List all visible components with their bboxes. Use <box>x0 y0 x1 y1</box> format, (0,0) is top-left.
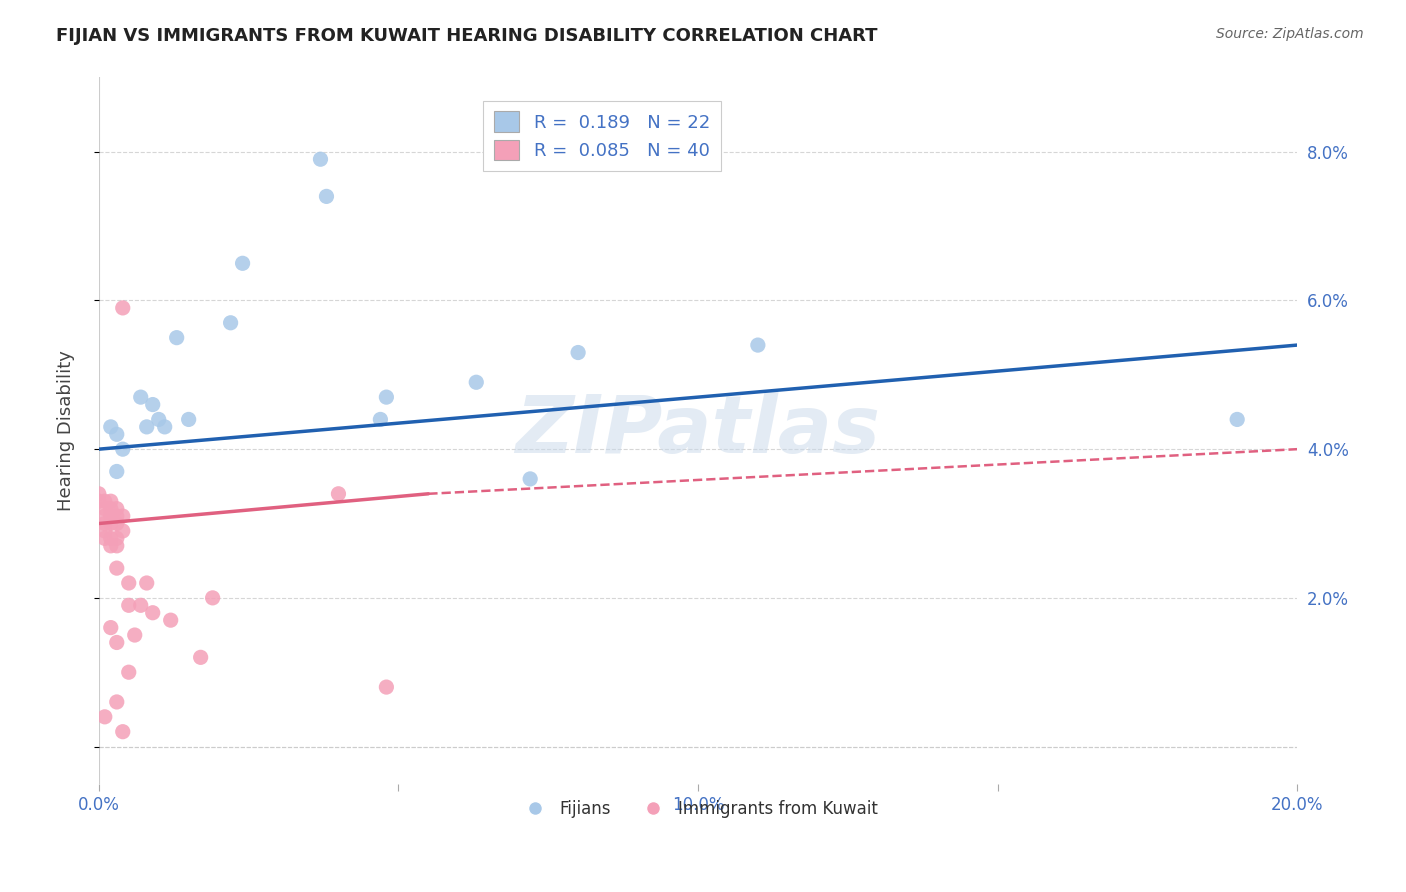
Point <box>315 189 337 203</box>
Point <box>105 695 128 709</box>
Point <box>309 152 332 166</box>
Point <box>94 494 117 508</box>
Point <box>567 345 589 359</box>
Point <box>94 509 117 524</box>
Point <box>465 376 488 390</box>
Point <box>219 316 242 330</box>
Point <box>100 621 122 635</box>
Point <box>135 576 157 591</box>
Point <box>142 606 165 620</box>
Point <box>105 532 128 546</box>
Point <box>94 710 117 724</box>
Point <box>232 256 254 270</box>
Point <box>100 501 122 516</box>
Point <box>100 509 122 524</box>
Point <box>135 420 157 434</box>
Text: ZIPatlas: ZIPatlas <box>516 392 880 469</box>
Point <box>87 487 110 501</box>
Point <box>166 331 188 345</box>
Point <box>105 509 128 524</box>
Point <box>105 635 128 649</box>
Point <box>100 516 122 531</box>
Point <box>370 412 392 426</box>
Point <box>375 390 398 404</box>
Point <box>118 599 141 613</box>
Point <box>94 532 117 546</box>
Text: Source: ZipAtlas.com: Source: ZipAtlas.com <box>1216 27 1364 41</box>
Point <box>105 516 128 531</box>
Point <box>148 412 170 426</box>
Point <box>153 420 176 434</box>
Point <box>94 516 117 531</box>
Point <box>519 472 541 486</box>
Point <box>105 501 128 516</box>
Point <box>111 442 134 457</box>
Point <box>111 524 134 538</box>
Point <box>118 665 141 680</box>
Point <box>1226 412 1249 426</box>
Point <box>105 539 128 553</box>
Point <box>190 650 212 665</box>
Point <box>100 494 122 508</box>
Point <box>129 599 152 613</box>
Point <box>159 613 181 627</box>
Point <box>100 539 122 553</box>
Point <box>111 301 134 315</box>
Point <box>124 628 146 642</box>
Point <box>87 494 110 508</box>
Point <box>118 576 141 591</box>
Point <box>142 398 165 412</box>
Point <box>94 501 117 516</box>
Point <box>111 509 134 524</box>
Point <box>328 487 350 501</box>
Point <box>201 591 224 605</box>
Point <box>177 412 200 426</box>
Point <box>129 390 152 404</box>
Point <box>100 532 122 546</box>
Point <box>105 465 128 479</box>
Point <box>94 524 117 538</box>
Point <box>375 680 398 694</box>
Legend: Fijians, Immigrants from Kuwait: Fijians, Immigrants from Kuwait <box>512 794 884 825</box>
Point <box>100 420 122 434</box>
Y-axis label: Hearing Disability: Hearing Disability <box>58 351 75 511</box>
Point <box>105 561 128 575</box>
Text: FIJIAN VS IMMIGRANTS FROM KUWAIT HEARING DISABILITY CORRELATION CHART: FIJIAN VS IMMIGRANTS FROM KUWAIT HEARING… <box>56 27 877 45</box>
Point <box>747 338 769 352</box>
Point <box>111 724 134 739</box>
Point <box>105 427 128 442</box>
